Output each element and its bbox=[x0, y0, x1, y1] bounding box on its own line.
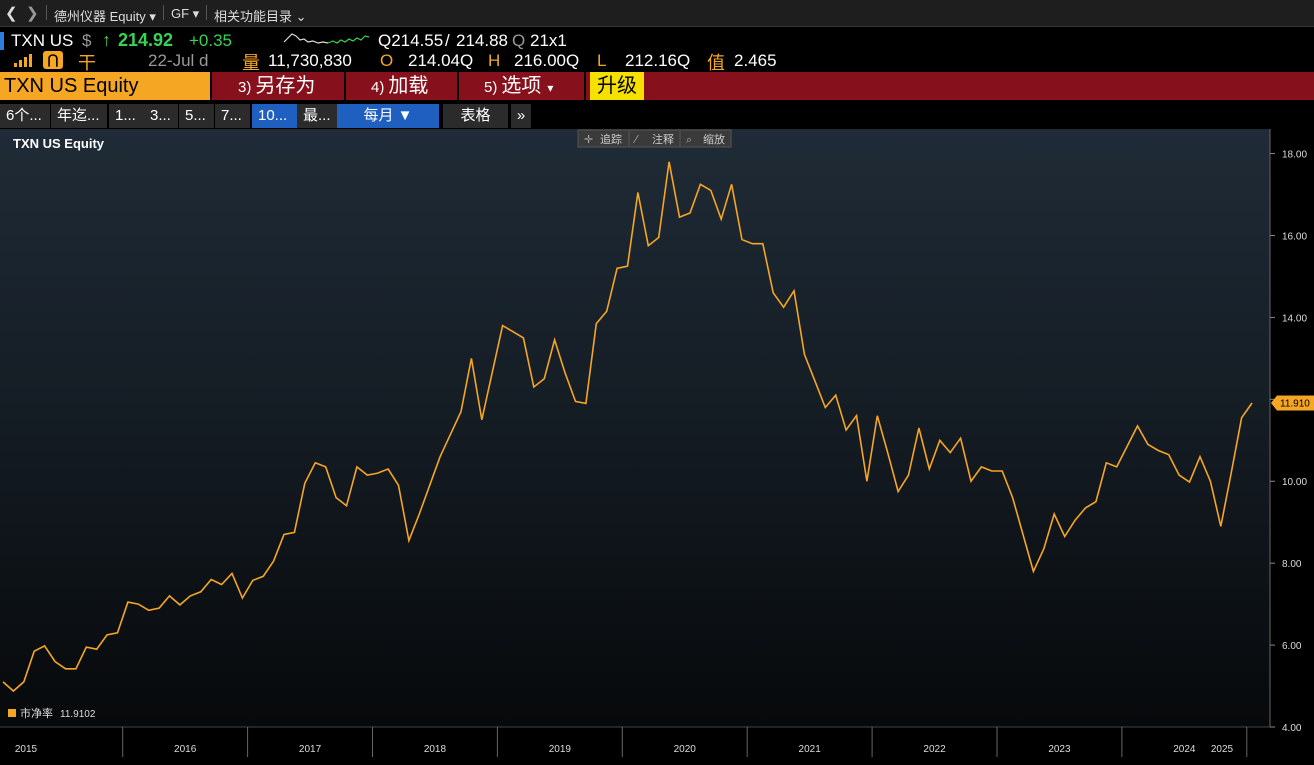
quote-date: 22-Jul d bbox=[148, 51, 209, 70]
tab-max[interactable]: 最... bbox=[297, 104, 339, 128]
zoom-label: 缩放 bbox=[703, 132, 725, 146]
y-tick-label: 8.00 bbox=[1282, 559, 1302, 570]
x-tick-label: 2017 bbox=[299, 744, 322, 755]
x-axis-panel bbox=[0, 727, 1270, 765]
tab-10-years[interactable]: 10... bbox=[252, 104, 300, 128]
volume-value: 11,730,830 bbox=[268, 51, 352, 70]
value-label: 值 bbox=[707, 53, 725, 73]
bid-ask-size: 21x1 bbox=[530, 31, 567, 50]
x-tick-label: 2019 bbox=[549, 744, 572, 755]
ticker[interactable]: TXN US bbox=[11, 31, 74, 50]
volume-label: 量 bbox=[242, 53, 260, 73]
value-amount: 2.465 bbox=[734, 51, 777, 70]
chart-title: TXN US Equity bbox=[13, 136, 105, 151]
annotate-tool-button[interactable]: ⁄ 注释 bbox=[632, 132, 674, 146]
function-menu[interactable]: GF ▾ bbox=[171, 6, 200, 21]
high-label: H bbox=[488, 51, 501, 70]
x-tick-label: 2021 bbox=[799, 744, 822, 755]
low-label: L bbox=[597, 51, 607, 70]
related-functions-menu[interactable]: 相关功能目录 ⌄ bbox=[214, 9, 307, 24]
market-status-icon: ⋂ bbox=[43, 51, 63, 69]
y-tick-label: 18.00 bbox=[1282, 150, 1307, 161]
top-nav-bar: ❮ ❯ 德州仪器 Equity ▾ GF ▾ 相关功能目录 ⌄ bbox=[0, 0, 1314, 27]
save-as-button[interactable]: 3) 另存为 bbox=[238, 75, 316, 97]
y-tick-label: 14.00 bbox=[1282, 313, 1307, 324]
legend-swatch bbox=[8, 709, 16, 717]
net-change: +0.35 bbox=[189, 31, 233, 50]
upgrade-button[interactable]: 升级 bbox=[590, 72, 644, 100]
currency-glyph: 干 bbox=[78, 53, 96, 73]
signal-bars-icon bbox=[14, 54, 32, 67]
ask-flag: Q bbox=[512, 31, 526, 50]
x-tick-label: 2018 bbox=[424, 744, 447, 755]
tab-5-years[interactable]: 5... bbox=[179, 104, 214, 128]
y-tick-label: 16.00 bbox=[1282, 231, 1307, 242]
bid-ask-separator: / bbox=[445, 31, 450, 50]
tab-3-years[interactable]: 3... bbox=[144, 104, 178, 128]
x-tick-label: 2015 bbox=[15, 744, 38, 755]
annotate-label: 注释 bbox=[652, 132, 674, 146]
time-range-tabs: 6个... 年迄... 1... 3... 5... 7... 10... 最.… bbox=[0, 104, 1314, 128]
high-value: 216.00Q bbox=[514, 51, 580, 70]
frequency-dropdown[interactable]: 每月 ▼ bbox=[337, 104, 439, 128]
tab-6-months[interactable]: 6个... bbox=[0, 104, 50, 128]
currency: $ bbox=[82, 31, 92, 50]
x-tick-label: 2020 bbox=[674, 744, 697, 755]
low-value: 212.16Q bbox=[625, 51, 691, 70]
chart-area[interactable] bbox=[0, 129, 1270, 727]
crosshair-icon: ✛ bbox=[584, 133, 593, 146]
y-tick-label: 4.00 bbox=[1282, 723, 1302, 734]
x-tick-label: 2025 bbox=[1211, 744, 1234, 755]
chart-toolbar: ✛ 追踪 ⁄ 注释 ⌕ 缩放 bbox=[577, 129, 732, 148]
sparkline-icon bbox=[283, 33, 370, 44]
last-price: 214.92 bbox=[118, 30, 174, 50]
x-tick-label: 2022 bbox=[923, 744, 946, 755]
series-line bbox=[2, 161, 1253, 693]
last-value-marker: 11.910 bbox=[1271, 395, 1314, 411]
pencil-icon: ⁄ bbox=[632, 133, 639, 146]
security-field[interactable]: TXN US Equity bbox=[0, 72, 210, 100]
ask-price: 214.88 bbox=[456, 31, 508, 50]
tab-7-years[interactable]: 7... bbox=[215, 104, 250, 128]
bid-price: Q214.55 bbox=[378, 31, 444, 50]
tab-ytd[interactable]: 年迄... bbox=[51, 104, 107, 128]
security-title-menu[interactable]: 德州仪器 Equity ▾ bbox=[54, 9, 156, 24]
last-value-label: 11.910 bbox=[1280, 399, 1310, 410]
legend-label: 市净率 bbox=[20, 706, 53, 720]
x-tick-label: 2024 bbox=[1173, 744, 1196, 755]
load-button[interactable]: 4) 加载 bbox=[371, 75, 429, 97]
track-tool-button[interactable]: ✛ 追踪 bbox=[584, 132, 622, 146]
y-tick-label: 10.00 bbox=[1282, 477, 1307, 488]
chart-legend[interactable]: 市净率 11.9102 bbox=[8, 706, 96, 720]
up-arrow-icon: ↑ bbox=[102, 30, 111, 50]
zoom-tool-button[interactable]: ⌕ 缩放 bbox=[686, 132, 725, 146]
options-button[interactable]: 5) 选项 ▾ bbox=[484, 75, 554, 97]
forward-arrow-icon[interactable]: ❯ bbox=[26, 5, 39, 22]
track-label: 追踪 bbox=[600, 132, 622, 146]
x-axis-ticks: 2015 2016 2017 2018 2019 2020 2021 2022 2023 2024… bbox=[15, 727, 1248, 757]
open-value: 214.04Q bbox=[408, 51, 474, 70]
security-indicator bbox=[0, 32, 4, 50]
open-label: O bbox=[380, 51, 394, 70]
y-axis-panel bbox=[1270, 129, 1314, 765]
more-tabs-button[interactable]: » bbox=[511, 104, 531, 128]
x-tick-label: 2016 bbox=[174, 744, 197, 755]
x-tick-label: 2023 bbox=[1048, 744, 1071, 755]
function-bar: TXN US Equity 3) 另存为 4) 加载 5) 选项 ▾ 升级 bbox=[0, 72, 1314, 100]
magnifier-icon: ⌕ bbox=[686, 133, 692, 146]
y-tick-label: 6.00 bbox=[1282, 641, 1302, 652]
table-button[interactable]: 表格 bbox=[443, 104, 508, 128]
tab-1-year[interactable]: 1... bbox=[109, 104, 144, 128]
legend-value: 11.9102 bbox=[60, 709, 96, 720]
back-arrow-icon[interactable]: ❮ bbox=[5, 5, 18, 22]
